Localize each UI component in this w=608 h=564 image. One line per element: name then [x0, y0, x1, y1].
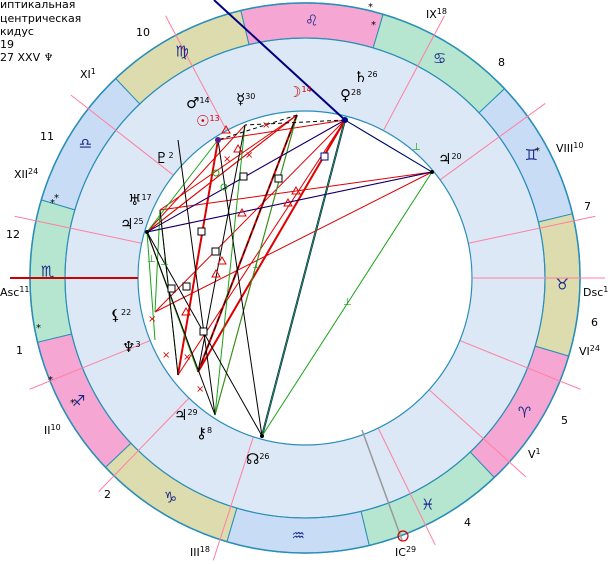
- house-label: 6: [591, 316, 598, 329]
- svg-text:*: *: [36, 323, 41, 334]
- planet-label: ♃25: [120, 215, 144, 233]
- svg-text:*: *: [50, 198, 55, 209]
- house-label: XII24: [14, 167, 38, 181]
- house-cusp: [382, 15, 445, 131]
- mc-axis: [213, 0, 346, 121]
- svg-text:*: *: [48, 375, 53, 386]
- svg-text:×: ×: [262, 120, 270, 131]
- house-cusp: [428, 389, 527, 478]
- house-label: 5: [561, 414, 568, 427]
- house-label: 7: [584, 200, 591, 213]
- svg-text:*: *: [368, 2, 373, 13]
- ic-marker: [397, 530, 409, 542]
- sign-glyph: ♎: [79, 134, 92, 152]
- chart-info-line1: иптикальная: [0, 0, 76, 11]
- house-label: Dsc11: [583, 285, 608, 299]
- sign-glyph: ♍: [175, 43, 188, 61]
- planet-label: ♀28: [340, 86, 361, 104]
- chart-info-line4: 19: [0, 38, 14, 51]
- svg-text:×: ×: [148, 314, 156, 325]
- sign-glyph: ♐: [72, 392, 85, 410]
- planet-label: ☊26: [246, 450, 270, 468]
- sign-glyph: ♑: [164, 489, 177, 507]
- house-label: 1: [16, 344, 23, 357]
- planet-label: ⚷8: [196, 424, 212, 442]
- house-cusp: [29, 340, 151, 390]
- aspect-markers: × × × × × × × ⊥ ⊥ ⊥ ⊥ ⊥: [147, 120, 421, 395]
- house-label: XI1: [80, 67, 96, 81]
- sign-glyph: ♓: [421, 495, 434, 513]
- svg-text:×: ×: [183, 352, 191, 363]
- svg-text:*: *: [70, 398, 75, 409]
- house-cusp: [439, 103, 546, 181]
- chart-info-line3: кидус: [0, 25, 34, 38]
- house-label: 12: [6, 228, 20, 241]
- svg-text:*: *: [54, 193, 59, 204]
- house-cusp-lines: [14, 15, 596, 561]
- house-cusp: [70, 94, 174, 176]
- planet-label: ☿30: [236, 90, 255, 108]
- svg-text:⊥: ⊥: [160, 257, 169, 268]
- svg-text:⊥: ⊥: [343, 297, 352, 308]
- sign-glyph: ♉: [556, 276, 569, 294]
- house-label: IX18: [426, 7, 447, 21]
- house-label: Asc11: [0, 285, 30, 299]
- sign-glyph: ♊: [525, 146, 538, 164]
- house-cusp: [98, 397, 190, 492]
- house-cusp: [468, 215, 596, 244]
- svg-text:×: ×: [196, 384, 204, 395]
- planet-label: ☽14: [288, 83, 312, 101]
- house-label: II10: [44, 423, 61, 437]
- planet-label: ♄26: [354, 68, 378, 86]
- house-label: 4: [464, 516, 471, 529]
- sign-glyph: ♌: [305, 12, 318, 30]
- svg-text:⊥: ⊥: [147, 254, 156, 265]
- chart-info-line5: 27 XXV ♆: [0, 51, 54, 64]
- house-cusp: [165, 15, 228, 131]
- house-cusp: [377, 427, 436, 546]
- svg-text:×: ×: [245, 150, 253, 161]
- chart-info-line2: центрическая: [0, 12, 82, 25]
- sign-glyph: ♏: [41, 262, 55, 280]
- aspect-lines: [146, 114, 433, 437]
- svg-text:×: ×: [223, 154, 231, 165]
- house-cusp: [212, 436, 254, 561]
- planet-label: ♂14: [186, 94, 210, 112]
- house-label: III18: [190, 545, 210, 559]
- planet-label: ♅17: [128, 191, 152, 209]
- house-cusp: [14, 215, 142, 244]
- ring-stars: * * * * * * * *: [36, 2, 540, 409]
- svg-text:×: ×: [162, 350, 170, 361]
- svg-text:⊥: ⊥: [412, 142, 421, 153]
- house-label: VIII10: [556, 141, 583, 155]
- planet-label: ⚸22: [110, 306, 131, 324]
- house-label: 11: [40, 130, 54, 143]
- planet-label: ♆3: [122, 338, 141, 356]
- ic-axis: [361, 429, 403, 541]
- svg-text:⊥: ⊥: [252, 260, 261, 271]
- house-label: V1: [528, 447, 541, 461]
- planet-label: ☉13: [196, 112, 220, 130]
- planet-label: ♃20: [438, 150, 462, 168]
- svg-text:*: *: [535, 146, 540, 157]
- planet-label: ♃29: [174, 406, 198, 424]
- house-label: IC29: [395, 545, 416, 559]
- house-label: 10: [136, 26, 150, 39]
- svg-text:*: *: [371, 20, 376, 31]
- planet-points: [145, 117, 434, 438]
- sign-glyphs: ♌ ♋ ♊ ♉ ♈ ♓ ♒ ♑ ♐ ♏ ♎ ♍: [41, 12, 569, 545]
- house-label: VI24: [579, 344, 600, 358]
- planet-labels: ☽14 ☿30 ♂14☉13 ♄26♀28 ♇2 ♅17 ♃25 ♃20 ⚸22 ♆3 ♃29⚷8 ☊…: [110, 68, 462, 468]
- sign-glyph: ♋: [433, 49, 446, 67]
- house-labels: IX18 8 VIII10 7 Dsc11 6 VI24 5 V1 4 IC29 III18 2 II10…: [0, 7, 608, 559]
- house-label: 8: [498, 56, 505, 69]
- house-cusp: [459, 340, 581, 390]
- house-label: 2: [104, 488, 111, 501]
- sign-glyph: ♒: [292, 526, 305, 544]
- sign-glyph: ♈: [518, 404, 531, 422]
- planet-label: ♇2: [155, 149, 174, 167]
